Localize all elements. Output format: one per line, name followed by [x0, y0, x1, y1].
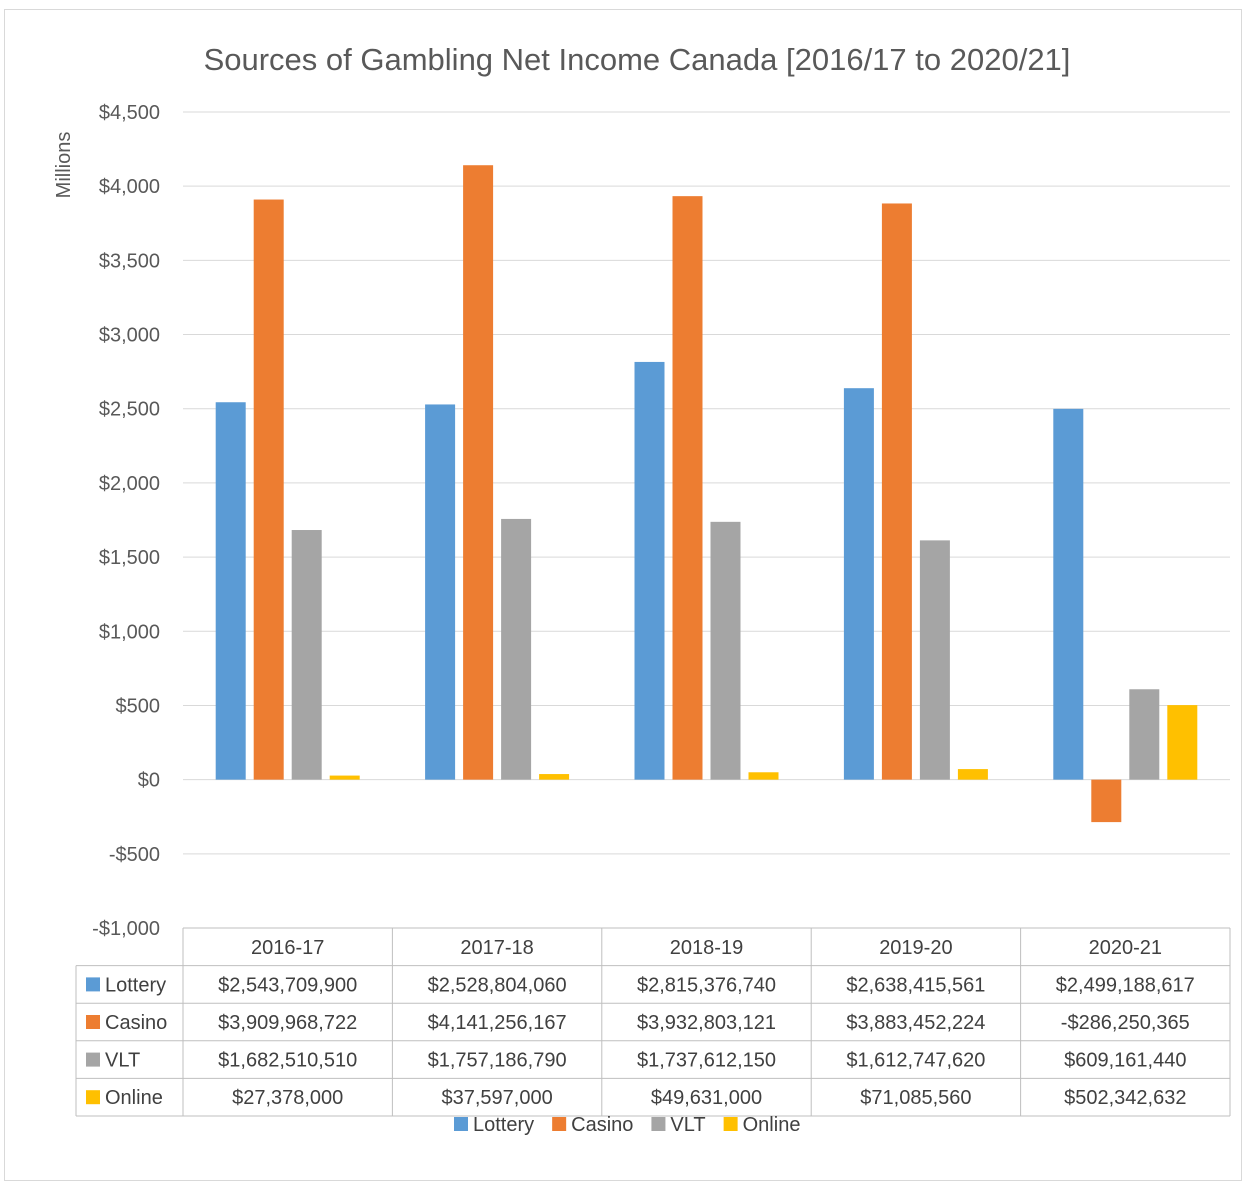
bar-lottery-2020-21	[1053, 408, 1084, 780]
bar-online-2017-18	[539, 774, 570, 780]
table-cell: -$286,250,365	[1061, 1012, 1190, 1034]
legend: Lottery Casino VLT Online	[454, 1114, 800, 1136]
table-cell: $3,883,452,224	[846, 1012, 985, 1034]
y-tick-label: $1,500	[99, 547, 160, 569]
bar-online-2019-20	[957, 769, 988, 780]
bar-casino-2017-18	[463, 165, 494, 780]
table-cell: $1,737,612,150	[637, 1050, 776, 1072]
table-series-label: Online	[105, 1087, 163, 1109]
table-legend-swatch	[86, 1090, 100, 1105]
bar-vlt-2020-21	[1129, 689, 1160, 780]
chart-frame	[4, 9, 1242, 1181]
legend-label: VLT	[670, 1114, 705, 1136]
table-series-label: Casino	[105, 1012, 167, 1034]
table-cell: $1,612,747,620	[846, 1050, 985, 1072]
x-category-label: 2020-21	[1089, 937, 1162, 959]
legend-label: Lottery	[473, 1114, 534, 1136]
bar-lottery-2018-19	[634, 361, 665, 780]
table-cell: $1,682,510,510	[218, 1050, 357, 1072]
y-axis-label: Millions	[53, 132, 75, 199]
x-category-label: 2017-18	[460, 937, 533, 959]
legend-swatch	[552, 1117, 567, 1131]
table-series-label: Lottery	[105, 974, 166, 996]
x-category-label: 2016-17	[251, 937, 324, 959]
bar-vlt-2018-19	[710, 521, 741, 780]
bar-lottery-2017-18	[425, 404, 456, 780]
bar-online-2020-21	[1167, 705, 1198, 780]
bar-casino-2020-21	[1091, 779, 1122, 823]
bar-vlt-2016-17	[291, 530, 322, 780]
bar-vlt-2019-20	[919, 540, 950, 780]
legend-swatch	[723, 1117, 738, 1131]
y-tick-label: $1,000	[99, 621, 160, 643]
bar-casino-2019-20	[881, 203, 912, 780]
table-cell: $2,638,415,561	[846, 974, 985, 996]
bar-vlt-2017-18	[501, 518, 532, 780]
bar-online-2016-17	[329, 775, 360, 780]
table-cell: $37,597,000	[441, 1087, 552, 1109]
table-cell: $3,932,803,121	[637, 1012, 776, 1034]
table-cell: $2,499,188,617	[1056, 974, 1195, 996]
y-tick-label: $2,500	[99, 399, 160, 421]
data-table: 2016-17 2017-18 2018-19 2019-20 2020-21 Lotte…	[75, 927, 1231, 1117]
y-tick-label: $2,000	[99, 473, 160, 495]
table-cell: $2,543,709,900	[218, 974, 357, 996]
table-cell: $3,909,968,722	[218, 1012, 357, 1034]
table-cell: $71,085,560	[860, 1087, 971, 1109]
bars	[215, 165, 1198, 823]
y-tick-label: $500	[116, 695, 161, 717]
legend-swatch	[454, 1117, 468, 1131]
y-tick-label: $3,000	[99, 325, 160, 347]
y-tick-label: $4,000	[99, 176, 160, 198]
table-legend-swatch	[86, 1015, 100, 1029]
legend-label: Casino	[571, 1114, 633, 1136]
table-cell: $4,141,256,167	[428, 1012, 567, 1034]
x-category-label: 2019-20	[879, 937, 952, 959]
bar-casino-2018-19	[672, 196, 703, 780]
table-series-label: VLT	[105, 1050, 140, 1072]
table-legend-swatch	[86, 977, 100, 992]
y-tick-label: -$500	[109, 844, 160, 866]
table-cell: $27,378,000	[232, 1087, 343, 1109]
table-cell: $2,528,804,060	[428, 974, 567, 996]
y-tick-label: -$1,000	[92, 918, 160, 940]
bar-lottery-2016-17	[215, 402, 246, 780]
table-cell: $2,815,376,740	[637, 974, 776, 996]
bar-casino-2016-17	[253, 199, 284, 780]
chart-title: Sources of Gambling Net Income Canada [2…	[204, 42, 1071, 77]
legend-label: Online	[743, 1114, 801, 1136]
table-legend-swatch	[86, 1052, 100, 1067]
table-cell: $1,757,186,790	[428, 1050, 567, 1072]
table-cell: $609,161,440	[1064, 1050, 1186, 1072]
bar-lottery-2019-20	[843, 388, 874, 780]
x-category-label: 2018-19	[670, 937, 743, 959]
table-cell: $502,342,632	[1064, 1087, 1186, 1109]
y-tick-label: $3,500	[99, 250, 160, 272]
legend-swatch	[651, 1117, 666, 1131]
bar-online-2018-19	[748, 772, 779, 780]
y-axis-ticks: -$1,000 -$500 $0 $500 $1,000 $1,500 $2,000 $2,5…	[92, 102, 160, 940]
y-tick-label: $0	[138, 770, 160, 792]
table-cell: $49,631,000	[651, 1087, 762, 1109]
y-tick-label: $4,500	[99, 102, 160, 124]
